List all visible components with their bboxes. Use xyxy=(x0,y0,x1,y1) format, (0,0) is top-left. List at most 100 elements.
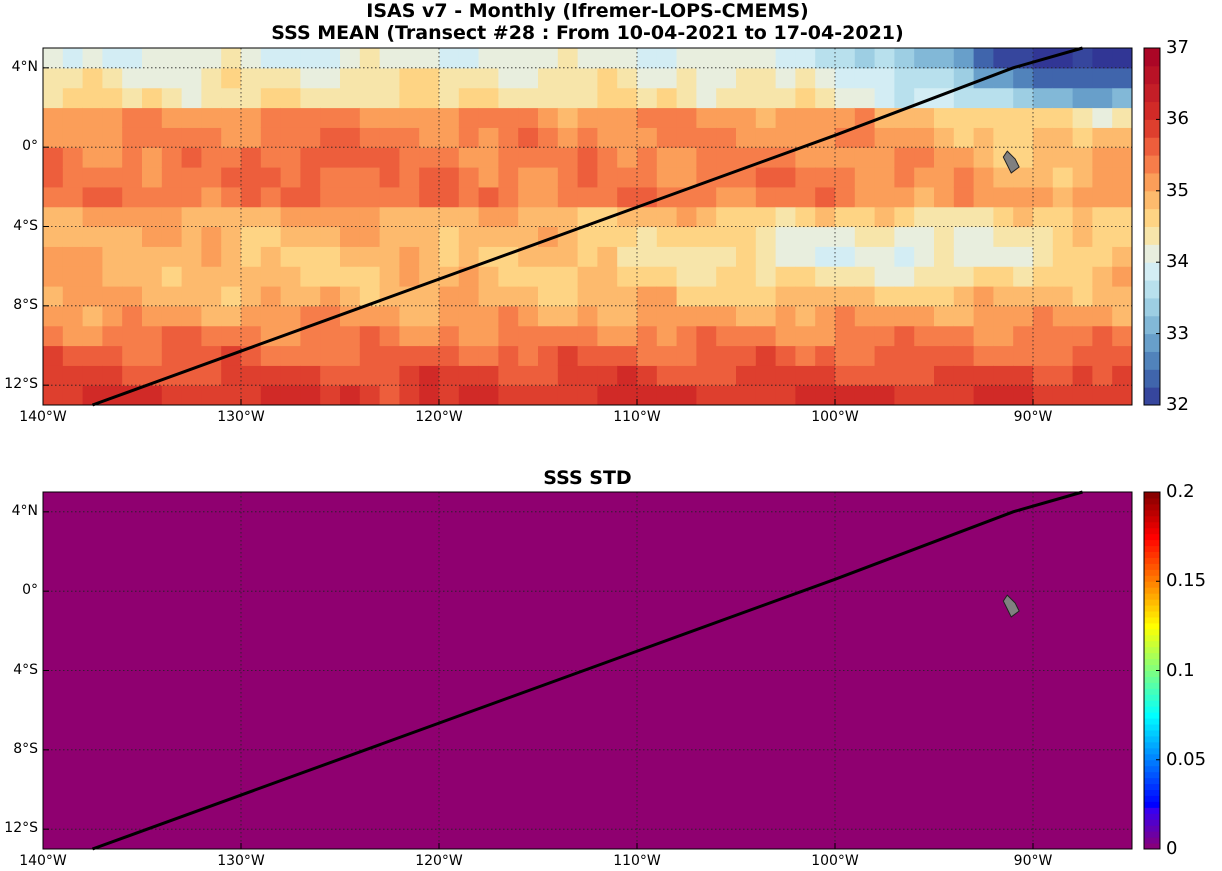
sss-cell xyxy=(379,167,400,188)
sss-cell xyxy=(577,107,598,128)
sss-cell xyxy=(122,266,143,287)
sss-cell xyxy=(478,206,499,228)
sss-cell xyxy=(458,286,480,307)
sss-cell xyxy=(359,147,381,168)
sss-cell xyxy=(973,167,994,188)
sss-cell xyxy=(835,167,856,188)
colorbar-step xyxy=(1144,831,1160,838)
sss-cell xyxy=(62,345,84,366)
sss-cell xyxy=(359,345,381,366)
sss-cell xyxy=(557,87,579,109)
sss-cell xyxy=(379,385,400,405)
sss-cell xyxy=(874,186,895,208)
sss-cell xyxy=(359,206,381,228)
sss-cell xyxy=(973,147,994,168)
sss-cell xyxy=(854,385,876,405)
sss-cell xyxy=(82,206,103,228)
sss-cell xyxy=(320,167,341,188)
sss-cell xyxy=(439,167,460,188)
sss-cell xyxy=(1112,305,1132,327)
sss-cell xyxy=(478,107,499,128)
sss-cell xyxy=(914,226,935,247)
sss-cell xyxy=(755,107,777,128)
sss-cell xyxy=(775,246,796,267)
sss-cell xyxy=(340,286,361,307)
sss-cell xyxy=(1092,385,1113,405)
sss-cell xyxy=(953,305,975,327)
colorbar-step xyxy=(1144,682,1160,689)
sss-cell xyxy=(716,206,737,228)
sss-cell xyxy=(439,67,460,89)
sss-cell xyxy=(934,48,955,69)
colorbar-step xyxy=(1144,587,1160,594)
sss-cell xyxy=(122,127,143,148)
sss-cell xyxy=(379,365,400,386)
sss-cell xyxy=(1033,246,1054,267)
sss-cell xyxy=(676,107,697,128)
sss-cell xyxy=(815,87,836,109)
sss-cell xyxy=(518,127,539,148)
sss-cell xyxy=(340,48,361,69)
sss-cell xyxy=(716,127,737,148)
sss-cell xyxy=(914,127,935,148)
sss-cell xyxy=(458,206,480,228)
sss-cell xyxy=(419,167,440,188)
sss-cell xyxy=(1072,305,1093,327)
colorbar-step xyxy=(1144,208,1160,227)
colorbar-step xyxy=(1144,807,1160,814)
colorbar-step xyxy=(1144,759,1160,767)
sss-cell xyxy=(1013,167,1034,188)
sss-cell xyxy=(854,48,876,69)
sss-cell xyxy=(676,266,697,287)
sss-cell xyxy=(439,226,460,247)
sss-cell xyxy=(458,226,480,247)
sss-cell xyxy=(894,305,915,327)
sss-cell xyxy=(122,107,143,128)
sss-cell xyxy=(43,87,64,109)
sss-cell xyxy=(894,345,915,366)
sss-cell xyxy=(1013,206,1034,228)
sss-cell xyxy=(874,345,895,366)
sss-cell xyxy=(201,246,222,267)
sss-cell xyxy=(557,186,579,208)
sss-cell xyxy=(736,127,757,148)
sss-cell xyxy=(201,48,222,69)
lat-tick-label: 8°S xyxy=(13,740,38,757)
colorbar-step xyxy=(1144,730,1160,737)
sss-cell xyxy=(617,67,638,89)
sss-cell xyxy=(122,325,143,347)
sss-cell xyxy=(201,325,222,347)
sss-cell xyxy=(656,127,678,148)
sss-cell xyxy=(676,206,697,228)
sss-cell xyxy=(696,48,717,69)
sss-cell xyxy=(181,385,202,405)
sss-cell xyxy=(181,246,202,267)
sss-cell xyxy=(1013,147,1034,168)
sss-cell xyxy=(43,325,64,347)
sss-cell xyxy=(359,127,381,148)
sss-cell xyxy=(1052,127,1074,148)
sss-cell xyxy=(775,107,796,128)
sss-cell xyxy=(340,186,361,208)
sss-cell xyxy=(1092,266,1113,287)
sss-cell xyxy=(676,67,697,89)
sss-cell xyxy=(201,107,222,128)
colorbar-step xyxy=(1144,843,1160,850)
sss-cell xyxy=(320,246,341,267)
sss-cell xyxy=(280,167,301,188)
colorbar-step xyxy=(1144,315,1160,335)
sss-cell xyxy=(676,127,697,148)
sss-cell xyxy=(914,385,935,405)
sss-cell xyxy=(755,167,777,188)
sss-cell xyxy=(914,305,935,327)
sss-cell xyxy=(716,365,737,386)
sss-cell xyxy=(617,107,638,128)
sss-cell xyxy=(835,87,856,109)
colorbar-step xyxy=(1144,634,1160,642)
sss-cell xyxy=(1033,305,1054,327)
sss-cell xyxy=(815,345,836,366)
mean-colorbar-label: 35 xyxy=(1166,179,1189,201)
sss-cell xyxy=(755,286,777,307)
sss-cell xyxy=(1072,325,1093,347)
sss-cell xyxy=(201,286,222,307)
